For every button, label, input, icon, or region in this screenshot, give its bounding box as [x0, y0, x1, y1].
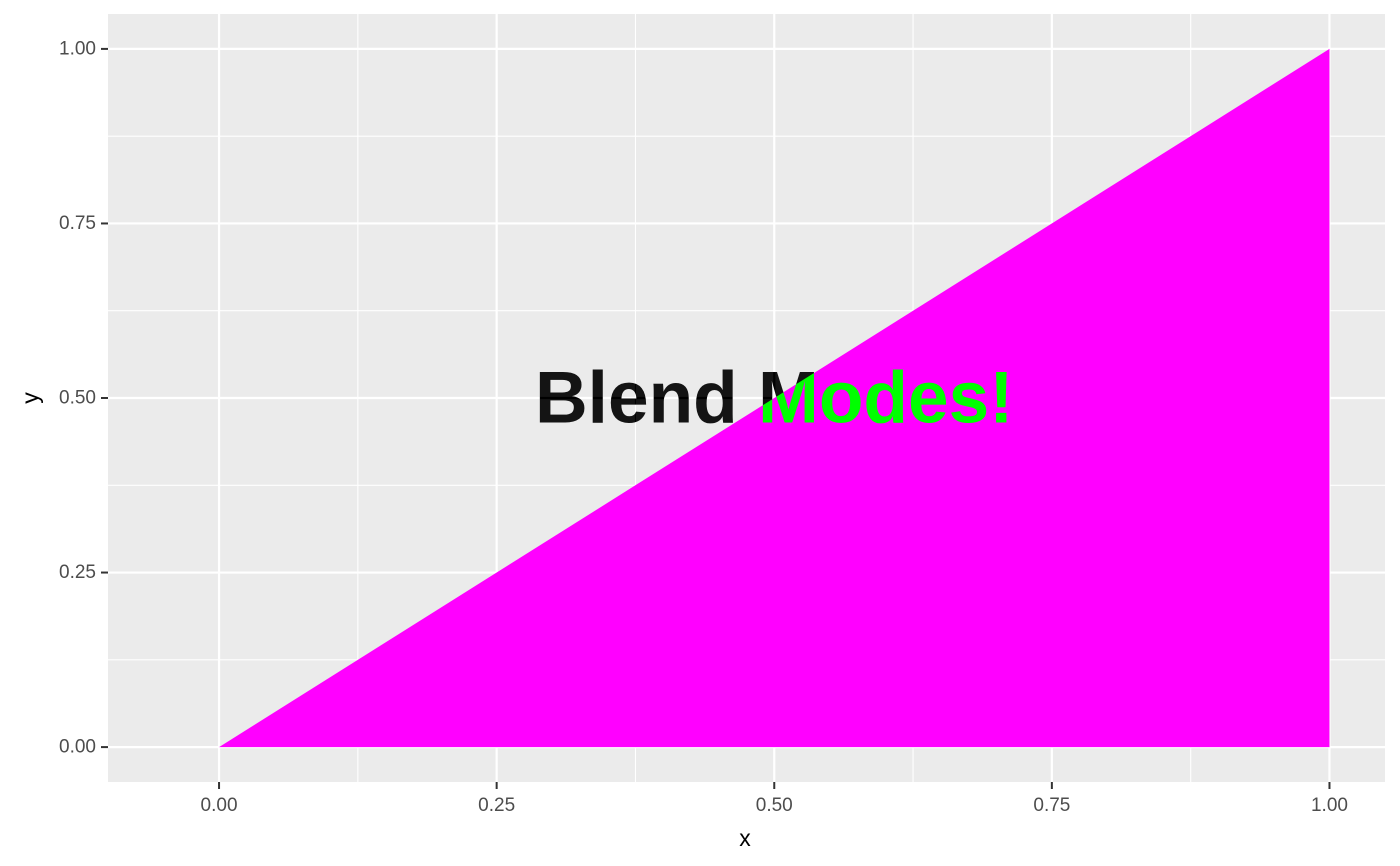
y-tick-label: 0.00 [59, 737, 96, 758]
x-tick-label: 1.00 [1311, 795, 1348, 816]
y-tick-label: 0.50 [59, 388, 96, 409]
y-tick-label: 0.75 [59, 213, 96, 234]
annotation-label: Blend Modes! [535, 358, 1014, 439]
x-tick-label: 0.25 [478, 795, 515, 816]
x-axis-title: x [739, 825, 751, 851]
x-tick-label: 0.50 [756, 795, 793, 816]
y-tick-label: 1.00 [59, 38, 96, 59]
annotation-layer: Blend Modes! [535, 358, 1014, 439]
x-tick-label: 0.00 [201, 795, 238, 816]
y-axis-title: y [17, 392, 43, 404]
area-polygon [219, 48, 1330, 748]
axes: 0.00 0.25 0.50 0.75 1.00 0.00 0.25 0.50 0.75 1.00 [59, 38, 1348, 816]
area-series [219, 48, 1330, 748]
x-tick-label: 0.75 [1033, 795, 1070, 816]
y-tick-label: 0.25 [59, 562, 96, 583]
